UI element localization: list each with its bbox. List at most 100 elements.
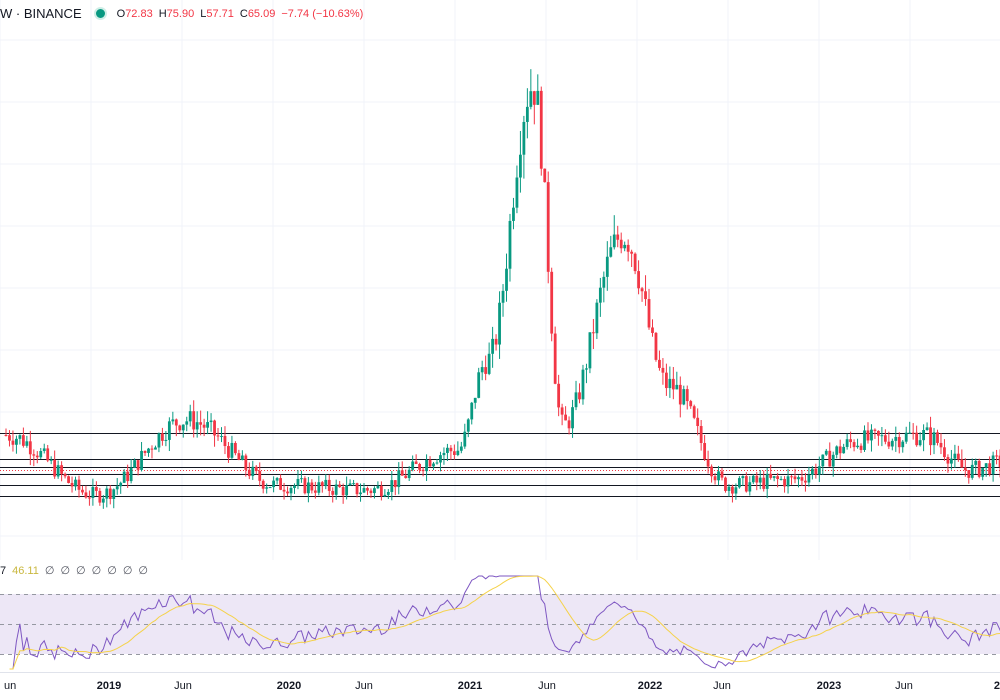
candle-body bbox=[501, 290, 505, 303]
candle-body bbox=[783, 478, 786, 487]
candle-body bbox=[835, 446, 839, 455]
candle-body bbox=[588, 332, 592, 369]
candle-body bbox=[904, 432, 908, 442]
candle-body bbox=[981, 467, 985, 477]
candle-body bbox=[852, 442, 856, 448]
candle-body bbox=[484, 367, 488, 374]
candle-body bbox=[508, 220, 512, 269]
candle-body bbox=[320, 482, 324, 487]
candle-body bbox=[133, 460, 137, 468]
candle-body bbox=[574, 392, 578, 408]
candle-body bbox=[602, 276, 606, 288]
candle-body bbox=[98, 490, 102, 503]
candle-body bbox=[345, 485, 349, 496]
rsi-hidden-value: ∅ bbox=[122, 565, 133, 577]
candle-body bbox=[418, 463, 422, 470]
candle-body bbox=[28, 441, 32, 455]
candle-body bbox=[873, 429, 877, 431]
candle-body bbox=[793, 476, 797, 480]
candle-body bbox=[317, 482, 321, 493]
candle-body bbox=[32, 454, 36, 456]
candle-body bbox=[473, 397, 477, 403]
candle-body bbox=[831, 454, 835, 467]
candle-body bbox=[532, 91, 536, 105]
candle-body bbox=[77, 479, 81, 490]
candle-body bbox=[348, 483, 352, 486]
candle-body bbox=[647, 299, 651, 328]
candle-body bbox=[67, 476, 70, 483]
candle-body bbox=[244, 455, 248, 470]
candle-body bbox=[164, 439, 168, 441]
candle-body bbox=[678, 384, 682, 405]
time-axis-labels: un 2019 Jun 2020 Jun 2021 Jun 2022 Jun 2023 Jun 2 bbox=[4, 680, 1000, 692]
candle-body bbox=[466, 419, 470, 432]
candle-body bbox=[435, 462, 439, 464]
candle-body bbox=[213, 420, 216, 436]
candle-body bbox=[668, 378, 672, 389]
candle-body bbox=[838, 446, 842, 454]
candle-body bbox=[251, 466, 255, 477]
candle-body bbox=[807, 474, 811, 483]
candle-body bbox=[543, 168, 547, 183]
candle-body bbox=[988, 463, 992, 475]
candle-body bbox=[383, 494, 387, 497]
candle-body bbox=[939, 442, 943, 448]
candle-body bbox=[178, 425, 182, 431]
candle-body bbox=[967, 470, 971, 478]
candle-body bbox=[692, 406, 696, 418]
candle-body bbox=[94, 487, 98, 491]
candle-body bbox=[724, 477, 727, 491]
candle-body bbox=[713, 476, 717, 481]
candle-body bbox=[188, 411, 192, 422]
candle-body bbox=[404, 475, 408, 479]
candle-body bbox=[977, 460, 981, 477]
candle-body bbox=[129, 467, 133, 482]
candle-body bbox=[877, 430, 880, 436]
candle-body bbox=[11, 440, 15, 445]
candle-body bbox=[463, 431, 467, 447]
candle-body bbox=[626, 244, 630, 252]
candle-body bbox=[324, 479, 328, 487]
candle-body bbox=[400, 470, 404, 476]
candle-body bbox=[35, 455, 39, 458]
candle-body bbox=[199, 422, 203, 425]
candle-body bbox=[741, 476, 745, 479]
symbol-name[interactable]: W · BINANCE bbox=[0, 6, 82, 21]
candle-body bbox=[845, 439, 849, 447]
candle-body bbox=[84, 492, 88, 498]
candle-body bbox=[619, 239, 623, 249]
candle-body bbox=[737, 478, 741, 488]
candle-body bbox=[39, 451, 43, 458]
candle-body bbox=[984, 463, 988, 468]
candle-body bbox=[595, 302, 599, 334]
time-axis-label: Jun bbox=[538, 680, 556, 692]
candle-body bbox=[748, 482, 752, 492]
candle-body bbox=[804, 480, 807, 483]
candle-body bbox=[233, 442, 237, 454]
time-axis[interactable]: un 2019 Jun 2020 Jun 2021 Jun 2022 Jun 2023 Jun 2 bbox=[0, 672, 1000, 700]
candle-body bbox=[755, 475, 759, 483]
candle-body bbox=[637, 271, 640, 289]
candle-body bbox=[331, 490, 335, 495]
candle-body bbox=[498, 302, 501, 345]
candle-body bbox=[206, 422, 209, 428]
candle-body bbox=[616, 234, 620, 240]
candle-body bbox=[247, 469, 251, 477]
rsi-series bbox=[9, 575, 1000, 670]
candle-body bbox=[814, 468, 818, 475]
candle-body bbox=[126, 471, 130, 482]
candle-body bbox=[268, 487, 272, 489]
rsi-pane[interactable] bbox=[0, 560, 1000, 672]
candle-body bbox=[279, 478, 282, 490]
candle-body bbox=[70, 482, 74, 487]
candle-body bbox=[727, 486, 731, 491]
ohlc-high: H75.90 bbox=[158, 7, 195, 20]
candle-body bbox=[185, 421, 189, 425]
candle-body bbox=[379, 485, 383, 497]
candle-body bbox=[880, 435, 884, 437]
candle-body bbox=[53, 459, 57, 477]
candle-body bbox=[897, 436, 901, 448]
ohlc-close: C65.09 bbox=[239, 7, 276, 20]
candle-body bbox=[960, 459, 964, 468]
price-chart[interactable] bbox=[0, 0, 1000, 560]
